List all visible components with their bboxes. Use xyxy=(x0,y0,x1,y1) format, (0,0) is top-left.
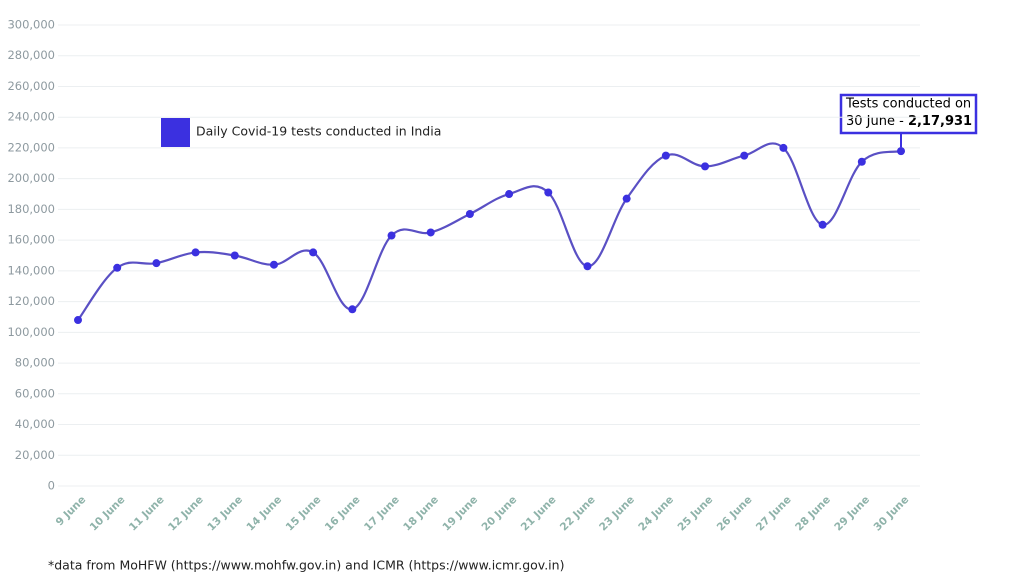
x-tick-label: 26 June xyxy=(715,494,755,534)
annotation-text: 30 June - xyxy=(846,114,904,129)
point xyxy=(897,147,905,156)
point xyxy=(309,248,318,257)
point xyxy=(818,220,827,229)
annotation-text: 30 June - 2,17,931 xyxy=(846,114,972,129)
x-tick-label: 28 June xyxy=(793,494,833,534)
x-tick-label: 21 June xyxy=(519,494,559,534)
point xyxy=(348,305,357,314)
data-label: 2,17,931 xyxy=(908,114,972,129)
point xyxy=(622,194,631,203)
legend-swatch xyxy=(161,118,190,147)
x-tick-label: 27 June xyxy=(754,494,794,534)
x-tick-label: 9 June xyxy=(54,494,89,529)
y-tick-label: 20,000 xyxy=(15,448,55,462)
point xyxy=(701,162,710,171)
x-tick-label: 16 June xyxy=(323,494,363,534)
point xyxy=(661,151,670,160)
point xyxy=(191,248,200,257)
y-tick-label: 40,000 xyxy=(15,417,55,431)
annotation-box xyxy=(839,93,978,135)
point xyxy=(74,316,82,325)
x-tick-label: 13 June xyxy=(205,494,245,534)
x-tick-label: 11 June xyxy=(127,494,167,534)
x-tick-label: 14 June xyxy=(244,494,284,534)
y-tick-label: 120,000 xyxy=(7,294,55,308)
x-tick-label: 24 June xyxy=(636,494,676,534)
y-tick-label: 200,000 xyxy=(7,171,55,185)
point xyxy=(426,228,435,237)
y-tick-label: 140,000 xyxy=(7,263,55,277)
point xyxy=(230,251,239,260)
point xyxy=(857,157,866,166)
x-tick-label: 17 June xyxy=(362,494,402,534)
point xyxy=(740,151,749,160)
x-tick-label: 30 June xyxy=(871,494,911,534)
legend-label: Daily Covid-19 tests conducted in India xyxy=(196,124,441,139)
y-tick-label: 300,000 xyxy=(7,18,55,32)
y-tick-label: 160,000 xyxy=(7,233,55,247)
x-tick-label: 22 June xyxy=(558,494,598,534)
x-tick-label: 10 June xyxy=(88,494,128,534)
line xyxy=(77,142,902,321)
y-tick-label: 180,000 xyxy=(7,202,55,216)
y-tick-label: 260,000 xyxy=(7,79,55,93)
point xyxy=(465,210,474,219)
point xyxy=(152,259,161,268)
point xyxy=(113,263,122,272)
x-tick-label: 12 June xyxy=(166,494,206,534)
point xyxy=(505,190,514,199)
y-tick-label: 220,000 xyxy=(7,140,55,154)
y-tick-label: 60,000 xyxy=(15,386,55,400)
x-tick-label: 23 June xyxy=(597,494,637,534)
point xyxy=(583,262,592,271)
y-tick-label: 0 xyxy=(48,479,55,493)
point xyxy=(387,231,396,240)
plot: 0 20,000 40,000 60,000 80,000 100,000 120,000 1… xyxy=(7,18,920,534)
y-tick-label: 100,000 xyxy=(7,325,55,339)
x-tick-label: 18 June xyxy=(401,494,441,534)
x-tick-label: 29 June xyxy=(832,494,872,534)
point xyxy=(269,260,278,269)
y-tick-label: 280,000 xyxy=(7,48,55,62)
x-tick-label: 20 June xyxy=(480,494,520,534)
y-tick-label: 80,000 xyxy=(15,356,55,370)
footnote: *data from MoHFW (https://www.mohfw.gov.… xyxy=(48,558,564,573)
point xyxy=(779,143,788,152)
y-tick-label: 240,000 xyxy=(7,110,55,124)
x-tick-label: 15 June xyxy=(284,494,324,534)
point xyxy=(544,188,553,197)
x-tick-label: 19 June xyxy=(440,494,480,534)
x-tick-label: 25 June xyxy=(676,494,716,534)
annotation-text: Tests conducted on xyxy=(845,97,971,112)
